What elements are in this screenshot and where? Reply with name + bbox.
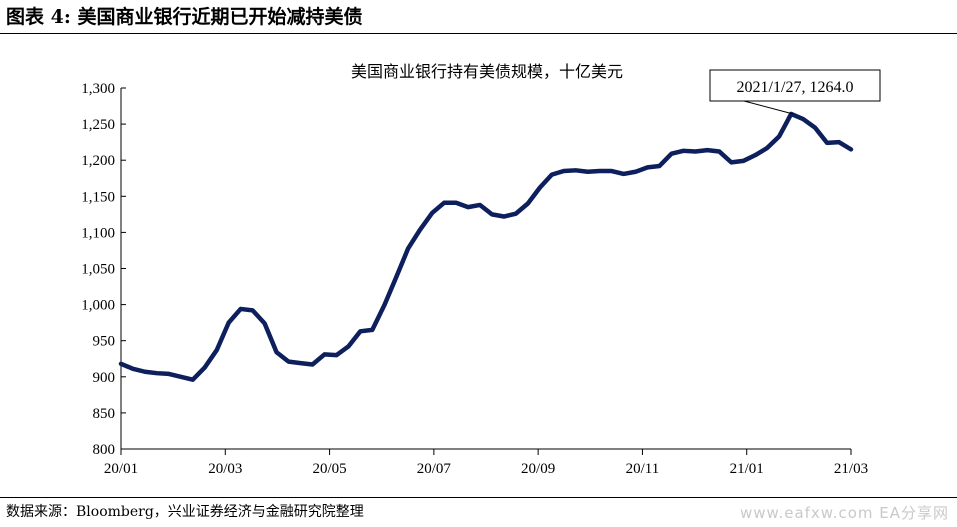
y-tick-label: 1,100 (81, 225, 115, 241)
y-tick-label: 1,000 (81, 298, 115, 314)
y-tick-label: 850 (93, 406, 116, 422)
x-tick-label: 20/11 (626, 461, 660, 477)
y-tick-label: 1,300 (81, 81, 115, 97)
bottom-rule (0, 497, 957, 498)
x-tick-labels: 20/01 20/03 20/05 20/07 20/09 20/11 21/01 21/03 (104, 461, 868, 477)
annotation-leader-line (743, 100, 794, 115)
chart-axes (120, 87, 852, 455)
annotation-label: 2021/1/27, 1264.0 (737, 79, 854, 96)
y-tick-label: 950 (93, 334, 116, 350)
series-line (118, 111, 854, 382)
annotation-box (709, 69, 881, 102)
x-tick-label: 20/01 (104, 461, 138, 477)
x-tick-label: 20/09 (521, 461, 555, 477)
x-tick-label: 20/03 (208, 461, 242, 477)
y-tick-label: 900 (93, 370, 116, 386)
x-tick-label: 20/07 (417, 461, 452, 477)
y-tick-label: 800 (93, 442, 116, 458)
source-note: 数据来源：Bloomberg，兴业证券经济与金融研究院整理 (6, 504, 364, 520)
y-tick-label: 1,150 (81, 189, 115, 205)
peak-annotation: 2021/1/27, 1264.0 (709, 69, 881, 115)
x-tick-label: 21/01 (730, 461, 764, 477)
figure-title: 图表 4: 美国商业银行近期已开始减持美债 (6, 6, 363, 28)
y-tick-label: 1,050 (81, 262, 115, 278)
watermark: www.eafxw.com EA分享网 (740, 504, 949, 522)
top-rule (0, 33, 957, 34)
chart-title: 美国商业银行持有美债规模，十亿美元 (351, 62, 623, 81)
y-tick-label: 1,250 (81, 117, 115, 133)
x-tick-label: 21/03 (834, 461, 868, 477)
y-tick-label: 1,200 (81, 153, 115, 169)
line-chart: 美国商业银行持有美债规模，十亿美元 800 850 900 950 1,000 1,050… (81, 62, 881, 477)
x-tick-label: 20/05 (312, 461, 346, 477)
y-tick-labels: 800 850 900 950 1,000 1,050 1,100 1,150 1,200 1,2… (81, 81, 115, 458)
